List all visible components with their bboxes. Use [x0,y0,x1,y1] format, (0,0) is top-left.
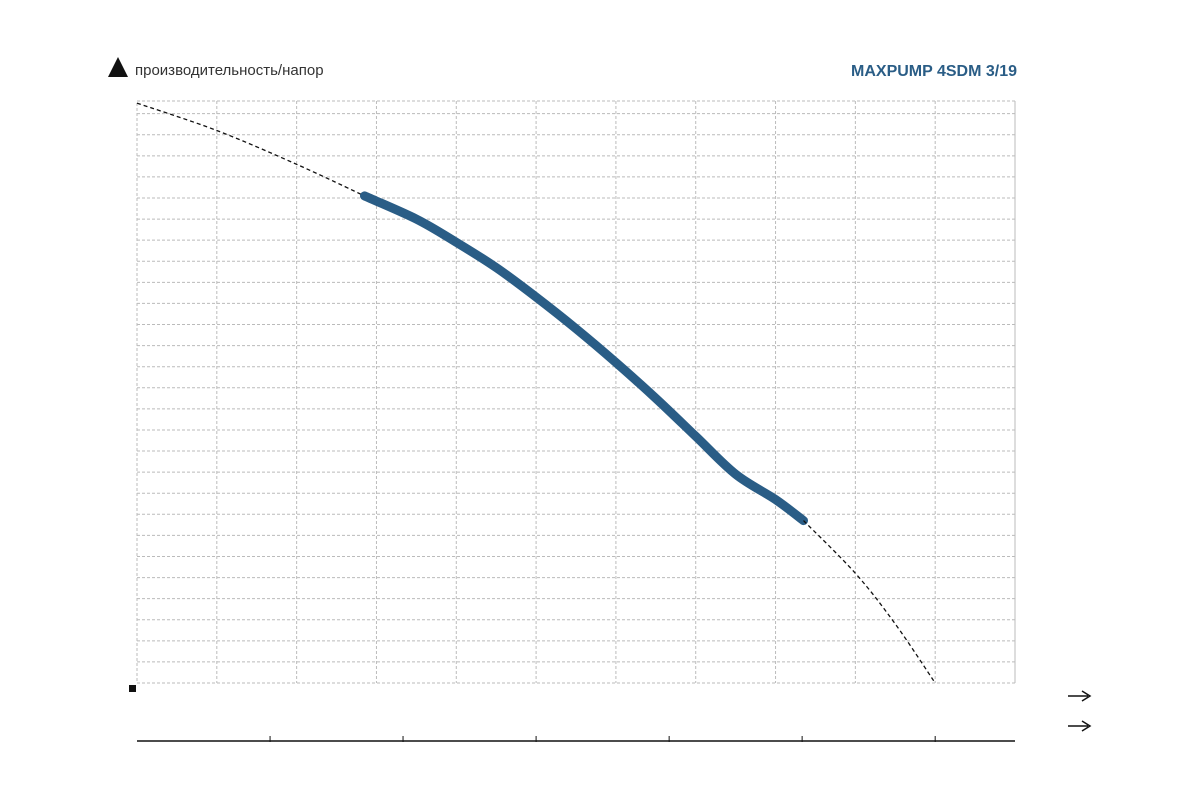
plot-border [136,100,1016,684]
performance-curve-extension [136,102,365,197]
arrow-right-icon [1068,720,1092,732]
origin-marker [129,685,136,692]
axes [129,685,1092,742]
arrow-right-icon [1068,690,1092,702]
series-group [136,102,936,684]
plot-grid [136,100,1016,684]
performance-curve-operating [360,191,808,526]
chart-subtitle: производительность/напор [135,62,324,79]
chart-title: MAXPUMP 4SDM 3/19 [851,63,1017,80]
performance-curve-extension [803,520,936,684]
arrow-up-icon [108,57,128,77]
